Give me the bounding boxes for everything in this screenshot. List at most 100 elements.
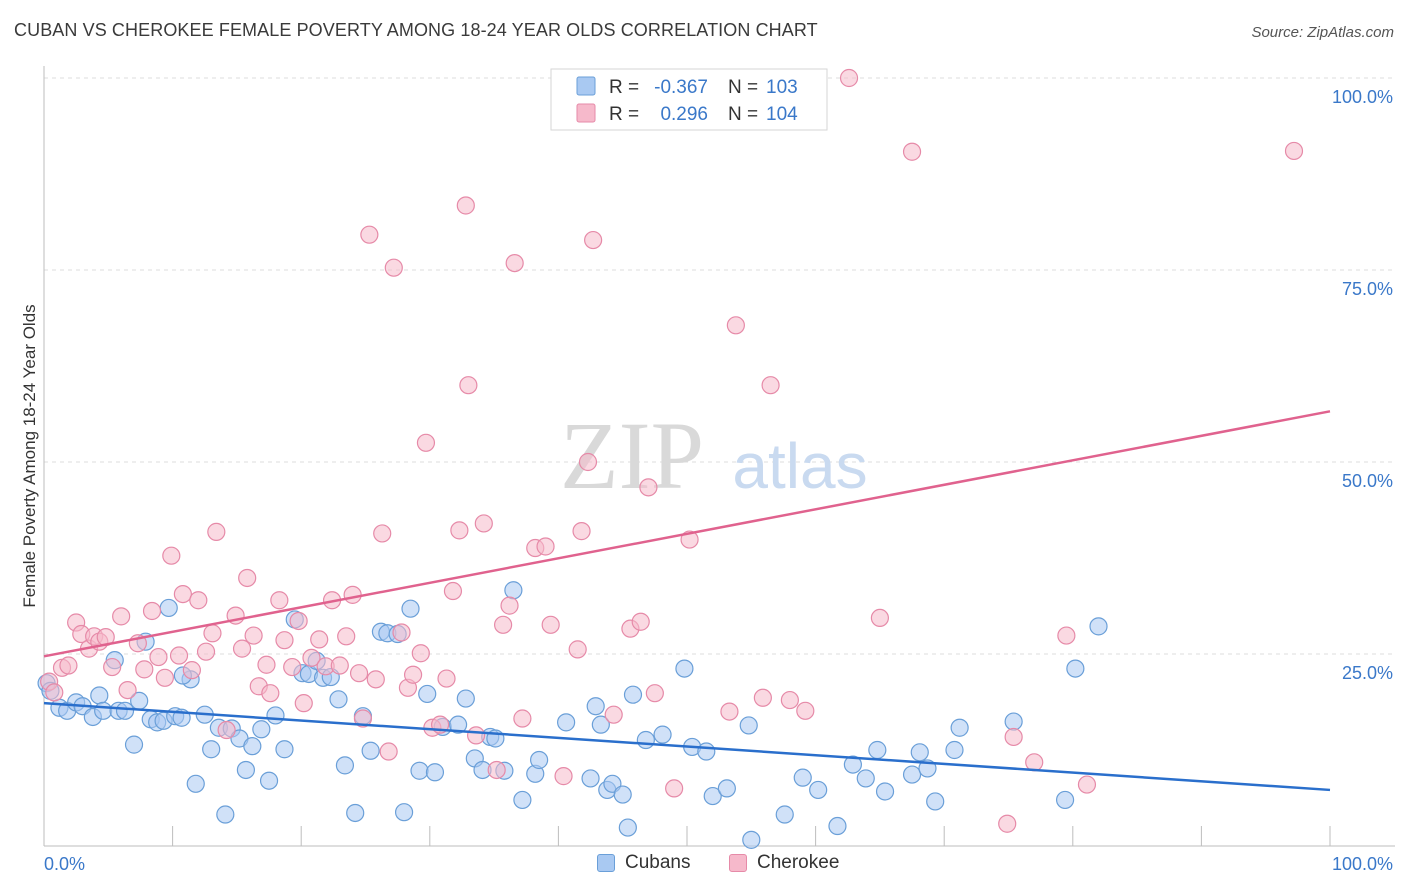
cuban-point xyxy=(945,740,964,760)
cuban-point xyxy=(717,779,736,798)
bottom-legend: Cubans Cherokee xyxy=(0,850,1406,880)
legend-swatch-cubans xyxy=(576,76,596,96)
trend-lines xyxy=(43,410,1331,792)
cherokee-point xyxy=(416,433,436,452)
cuban-point xyxy=(236,760,256,780)
cherokee-point xyxy=(330,656,349,675)
cherokee-point xyxy=(403,665,423,684)
cuban-point xyxy=(124,735,144,754)
cherokee-point xyxy=(631,612,650,631)
cuban-point xyxy=(828,816,847,836)
cherokee-point xyxy=(665,779,684,798)
legend-r-label: R = xyxy=(609,77,639,98)
cherokee-point xyxy=(604,705,623,724)
bottom-legend-item-cherokee[interactable]: Cherokee xyxy=(729,852,839,874)
cherokee-point xyxy=(302,648,321,667)
cuban-point xyxy=(793,768,812,787)
cuban-point xyxy=(856,769,875,788)
cherokee-point xyxy=(379,742,398,761)
y-tick-label: 50.0% xyxy=(1342,471,1393,491)
cherokee-point xyxy=(839,68,859,88)
cherokee-point xyxy=(1077,775,1097,794)
cherokee-point xyxy=(294,694,313,713)
bottom-legend-label-cherokee: Cherokee xyxy=(757,852,840,873)
cherokee-point xyxy=(189,591,208,610)
cuban-point xyxy=(94,701,113,720)
cherokee-point xyxy=(270,591,289,610)
cherokee-trend-line xyxy=(43,410,1331,658)
legend-n-label: N = xyxy=(728,104,758,125)
cherokee-point xyxy=(142,601,162,621)
cherokee-point xyxy=(466,726,486,745)
cuban-point xyxy=(335,756,355,775)
cherokee-point xyxy=(353,709,373,728)
cherokee-point xyxy=(459,376,478,395)
cherokee-point xyxy=(513,709,532,728)
cuban-point xyxy=(581,769,600,788)
cherokee-point xyxy=(720,702,739,721)
cherokee-point xyxy=(572,522,591,541)
watermark-zip: ZIP xyxy=(560,402,704,509)
cherokee-point xyxy=(349,664,369,683)
cherokee-point xyxy=(1004,727,1023,747)
cherokee-point xyxy=(554,767,573,786)
cuban-point xyxy=(653,725,672,744)
cherokee-point xyxy=(568,640,587,659)
cherokee-point xyxy=(474,514,493,533)
cuban-point xyxy=(875,782,895,801)
legend-n-value-cubans: 103 xyxy=(766,77,798,98)
source-label: Source: ZipAtlas.com xyxy=(1251,24,1394,41)
cherokee-point xyxy=(275,631,294,650)
cuban-point xyxy=(557,713,576,732)
cherokee-point xyxy=(45,683,64,702)
cherokee-point xyxy=(494,615,513,634)
cherokee-point xyxy=(761,376,780,395)
cherokee-point xyxy=(366,670,385,689)
cherokee-point xyxy=(487,760,506,780)
cuban-point xyxy=(868,740,887,760)
cherokee-point xyxy=(450,521,469,540)
legend-r-label: R = xyxy=(609,104,639,125)
cuban-point xyxy=(275,740,294,759)
cherokee-point xyxy=(261,684,280,703)
cherokee-point xyxy=(384,258,403,277)
cherokee-point xyxy=(645,684,664,703)
cuban-points xyxy=(37,581,1108,849)
cuban-point xyxy=(1066,659,1085,678)
cuban-point xyxy=(90,686,109,705)
cherokee-point xyxy=(373,524,392,543)
cherokee-point xyxy=(870,608,890,628)
cherokee-point xyxy=(1025,753,1044,772)
legend-n-value-cherokee: 104 xyxy=(766,104,798,125)
cuban-point xyxy=(636,730,655,750)
axes xyxy=(43,66,1395,847)
cherokee-point xyxy=(584,230,603,250)
cuban-point xyxy=(1055,790,1075,810)
cherokee-point xyxy=(103,657,122,677)
watermark: ZIP atlas xyxy=(560,402,868,509)
cuban-point xyxy=(329,690,348,709)
cherokee-point xyxy=(155,668,174,687)
cuban-point xyxy=(742,830,761,849)
cherokee-point xyxy=(244,626,263,645)
cherokee-swatch xyxy=(729,854,747,872)
bottom-legend-item-cubans[interactable]: Cubans xyxy=(597,852,691,874)
cuban-point xyxy=(456,689,475,708)
cherokee-point xyxy=(173,584,192,604)
cuban-trend-line xyxy=(43,701,1331,792)
cuban-point xyxy=(401,599,420,618)
cherokee-point xyxy=(360,225,379,244)
cherokee-point xyxy=(411,644,430,663)
cuban-point xyxy=(243,737,262,756)
cuban-point xyxy=(252,720,271,739)
cherokee-point xyxy=(182,661,201,680)
cherokee-point xyxy=(753,688,772,707)
cuban-point xyxy=(115,701,135,720)
cherokee-point xyxy=(135,660,154,679)
cherokee-point xyxy=(437,669,456,688)
cherokee-point xyxy=(1284,141,1304,161)
x-tick-label: 100.0% xyxy=(1332,854,1393,874)
cherokee-point xyxy=(283,657,302,677)
cuban-point xyxy=(675,659,694,678)
